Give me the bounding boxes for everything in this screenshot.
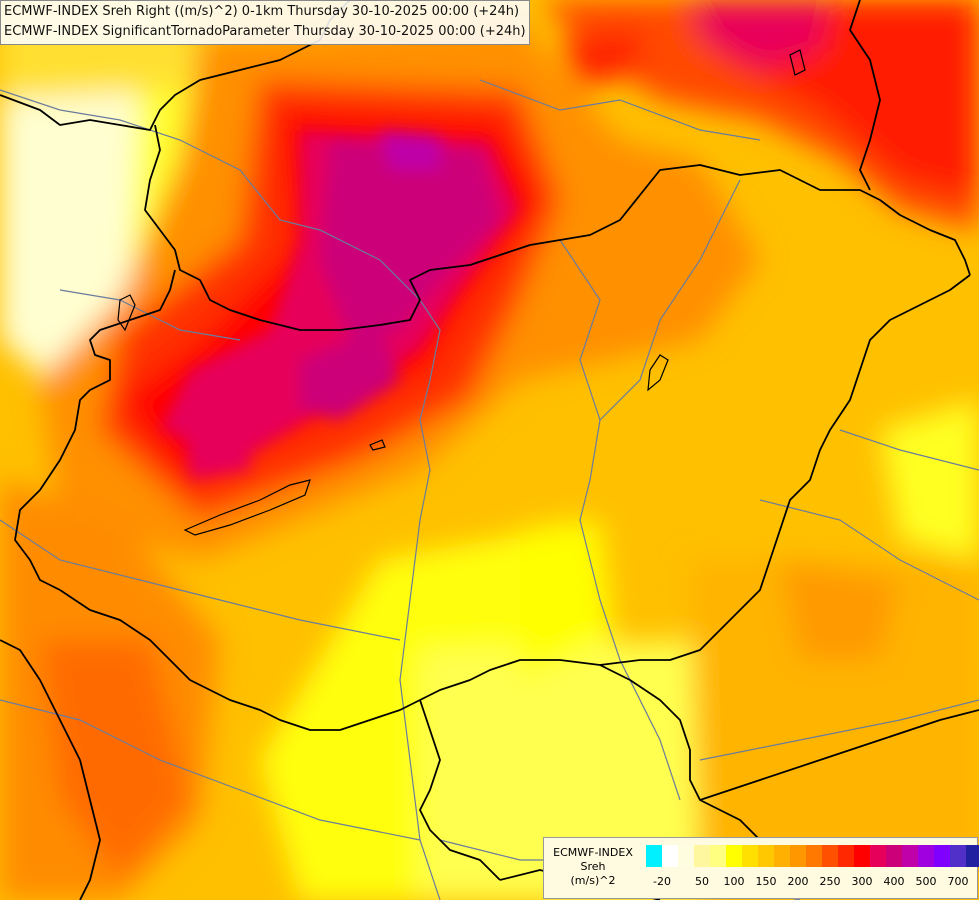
legend-swatch <box>694 845 710 867</box>
legend-tick-label: 150 <box>755 875 777 888</box>
legend-ticks: -20 50 100 150 200 250 300 400 500 700 <box>646 875 976 889</box>
legend-swatch <box>838 845 854 867</box>
legend-tick-label: 50 <box>695 875 709 888</box>
legend-title-line-2: Sreh <box>580 860 606 873</box>
legend-swatch <box>662 845 678 867</box>
legend-swatch <box>790 845 806 867</box>
legend-swatch <box>854 845 870 867</box>
legend-swatch <box>950 845 966 867</box>
legend-tick-label: 100 <box>723 875 745 888</box>
legend-swatch <box>742 845 758 867</box>
legend-swatch <box>870 845 886 867</box>
legend-swatch <box>902 845 918 867</box>
legend-title-line-3: (m/s)^2 <box>570 874 616 887</box>
legend-swatch <box>678 845 694 867</box>
legend-tick-label: -20 <box>653 875 671 888</box>
legend-swatch <box>758 845 774 867</box>
title-sreh: ECMWF-INDEX Sreh Right ((m/s)^2) 0-1km T… <box>4 4 520 19</box>
legend-swatch <box>934 845 950 867</box>
legend-swatch <box>966 845 979 867</box>
legend-swatch <box>918 845 934 867</box>
legend-tick-label: 300 <box>851 875 873 888</box>
legend-tick-label: 400 <box>883 875 905 888</box>
legend-tick-label: 700 <box>947 875 969 888</box>
rivers <box>0 79 979 900</box>
legend-tick-label: 500 <box>915 875 937 888</box>
legend-swatch <box>822 845 838 867</box>
map-titles: ECMWF-INDEX Sreh Right ((m/s)^2) 0-1km T… <box>0 0 530 45</box>
legend-swatch <box>886 845 902 867</box>
legend-tick-label: 200 <box>787 875 809 888</box>
legend-swatch <box>726 845 742 867</box>
legend-swatch <box>774 845 790 867</box>
color-legend: ECMWF-INDEX Sreh (m/s)^2 -20 50 100 150 200 2… <box>543 837 979 899</box>
legend-tick-label: 250 <box>819 875 841 888</box>
legend-title: ECMWF-INDEX Sreh (m/s)^2 <box>544 846 642 888</box>
lakes <box>117 49 806 536</box>
legend-title-line-1: ECMWF-INDEX <box>553 846 633 859</box>
legend-swatch <box>806 845 822 867</box>
title-stp: ECMWF-INDEX SignificantTornadoParameter … <box>4 24 526 39</box>
legend-swatch <box>710 845 726 867</box>
legend-swatches <box>646 845 979 867</box>
legend-swatch <box>646 845 662 867</box>
